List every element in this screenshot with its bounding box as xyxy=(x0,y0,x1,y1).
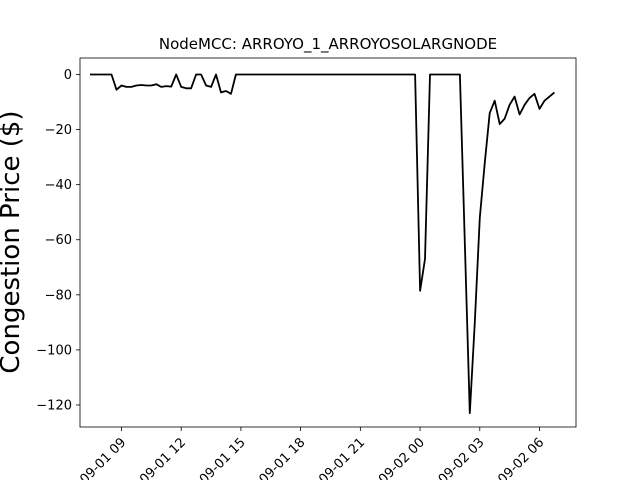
x-tick-label: 09-02 00 xyxy=(376,435,428,480)
x-tick-label: 09-01 12 xyxy=(137,435,189,480)
y-axis-label: Congestion Price ($) xyxy=(0,110,26,373)
x-tick-label: 09-01 18 xyxy=(257,435,309,480)
y-tick-label: 0 xyxy=(64,68,72,83)
plot-area-frame xyxy=(79,57,577,428)
y-tick-label: −40 xyxy=(45,178,72,193)
series-layer xyxy=(90,73,555,415)
x-tick-label: 09-02 03 xyxy=(436,435,488,480)
y-tick-label: −80 xyxy=(45,288,72,303)
x-tick-label: 09-01 21 xyxy=(316,435,368,480)
chart-title: NodeMCC: ARROYO_1_ARROYOSOLARGNODE xyxy=(159,35,497,54)
x-tick-label: 09-02 06 xyxy=(495,435,547,480)
y-tick-label: −120 xyxy=(36,398,72,413)
y-tick-label: −20 xyxy=(45,123,72,138)
y-tick-label: −100 xyxy=(36,343,72,358)
series-line xyxy=(90,73,555,415)
y-tick-label: −60 xyxy=(45,233,72,248)
x-axis: 09-01 09 09-01 12 09-01 15 09-01 18 09-01 21… xyxy=(77,427,547,480)
x-tick-label: 09-01 09 xyxy=(77,435,129,480)
y-axis: 0 −20 −40 −60 −80 −100 −120 xyxy=(36,68,80,413)
x-tick-label: 09-01 15 xyxy=(197,435,249,480)
